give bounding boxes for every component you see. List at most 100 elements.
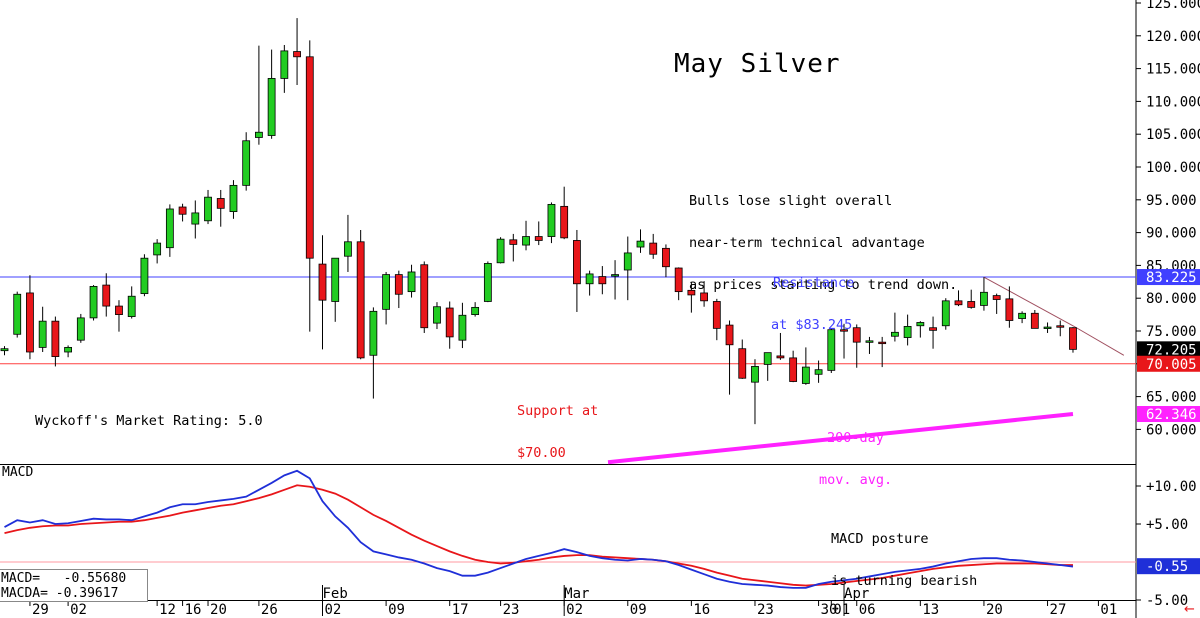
candle-body [267, 78, 276, 136]
date-tick-label: 26 [261, 602, 278, 618]
candle [433, 302, 441, 330]
candle [267, 49, 276, 139]
price-flag-label: 70.005 [1146, 357, 1197, 373]
candle-body [127, 295, 136, 317]
candle [509, 233, 518, 262]
price-tick-label: 110.000 [1146, 94, 1200, 110]
candle [636, 229, 645, 253]
candle-body [140, 257, 149, 295]
candle-body [26, 292, 34, 353]
main-comment: Bulls lose slight overall near-term tech… [689, 166, 957, 306]
candle-body [102, 284, 111, 307]
date-tick-label: 30 [821, 602, 838, 618]
macd-tick-label: +10.00 [1146, 479, 1197, 495]
support-label: Support at $70.00 [517, 376, 598, 474]
candle [344, 214, 352, 272]
candle-body [725, 324, 734, 346]
price-tick-label: 105.000 [1146, 127, 1200, 143]
main-comment-line-1: Bulls lose slight overall [689, 193, 893, 209]
resistance-label: Resistance at $83.245 [771, 248, 854, 346]
candle [26, 275, 34, 360]
candle [458, 302, 467, 349]
downtrend-line [983, 276, 1125, 356]
candle-body [242, 140, 251, 186]
candle-body [204, 196, 212, 222]
candle-body [305, 56, 314, 259]
candle [1005, 286, 1014, 328]
macd-comment-line-1: MACD posture [831, 531, 929, 547]
ma-label-line-2: mov. avg. [819, 472, 893, 488]
resistance-label-line-2: at $83.245 [771, 317, 853, 333]
candle [801, 347, 810, 385]
candle [191, 200, 200, 239]
candle-body [929, 327, 937, 331]
candle-body [229, 184, 238, 213]
axis-layer: 125.000 120.000 115.000 110.000 105.000 100.0… [29, 0, 1200, 618]
candle-body [662, 247, 670, 268]
candle [674, 267, 683, 301]
candle-body [153, 242, 162, 256]
date-tick-label: 09 [630, 602, 647, 618]
candle-body [878, 341, 887, 345]
candle-body [483, 263, 492, 302]
candle [687, 282, 696, 313]
price-tick-label: 115.000 [1146, 62, 1200, 78]
candle [471, 302, 480, 317]
macd-value-flag [1137, 558, 1200, 575]
candle [178, 203, 187, 222]
candle-body [980, 291, 988, 306]
date-tick-label: 23 [757, 602, 774, 618]
month-label: Mar [564, 586, 589, 602]
price-flag [1137, 355, 1200, 372]
candle [382, 271, 391, 325]
candle-body [1056, 325, 1065, 328]
candle-body [64, 346, 72, 353]
date-tick-label: 06 [859, 602, 876, 618]
grid-layer [0, 0, 1137, 618]
candle [140, 254, 149, 297]
resistance-label-line-1: Resistance [773, 275, 855, 291]
candle [1043, 322, 1052, 333]
candle [1030, 310, 1039, 329]
date-tick-label: 02 [325, 602, 342, 618]
candle [763, 352, 772, 381]
macd-value-flag-label: -0.55 [1146, 559, 1188, 575]
candle [165, 204, 174, 257]
candle [305, 40, 314, 332]
main-comment-line-3: as prices starting to trend down. [689, 277, 958, 293]
date-tick-label: 16 [693, 602, 710, 618]
date-tick-label: 02 [566, 602, 583, 618]
macd-readout-box: MACD= -0.55680 MACDA= -0.39617 [0, 569, 148, 602]
date-tick-label: 27 [1050, 602, 1067, 618]
candle-body [954, 300, 963, 306]
candle-body [801, 366, 810, 384]
price-tick-label: 65.000 [1146, 390, 1197, 406]
candle-body [76, 317, 85, 341]
candle [623, 236, 632, 301]
candle-body [1005, 298, 1014, 321]
candle [1018, 311, 1026, 324]
candle-body [382, 274, 391, 310]
candle [293, 18, 301, 85]
candle [216, 189, 225, 227]
candle-body [1018, 312, 1026, 319]
candle [445, 301, 454, 349]
candle [776, 332, 785, 360]
candle [547, 202, 556, 244]
candle-body [331, 257, 340, 302]
candle [204, 189, 212, 225]
candle [369, 307, 378, 399]
candle-body [560, 205, 569, 239]
candle [496, 237, 505, 264]
candle [560, 186, 569, 240]
candle [534, 221, 543, 246]
date-tick-label: 12 [159, 602, 176, 618]
candle-body [394, 274, 403, 295]
candle [852, 324, 861, 368]
candle [420, 261, 429, 333]
candle-body [0, 348, 9, 352]
scroll-arrow-icon[interactable]: ← [1184, 602, 1195, 617]
candle-body [216, 198, 225, 209]
date-tick-label: 01 [833, 602, 850, 618]
candle-body [649, 242, 658, 255]
